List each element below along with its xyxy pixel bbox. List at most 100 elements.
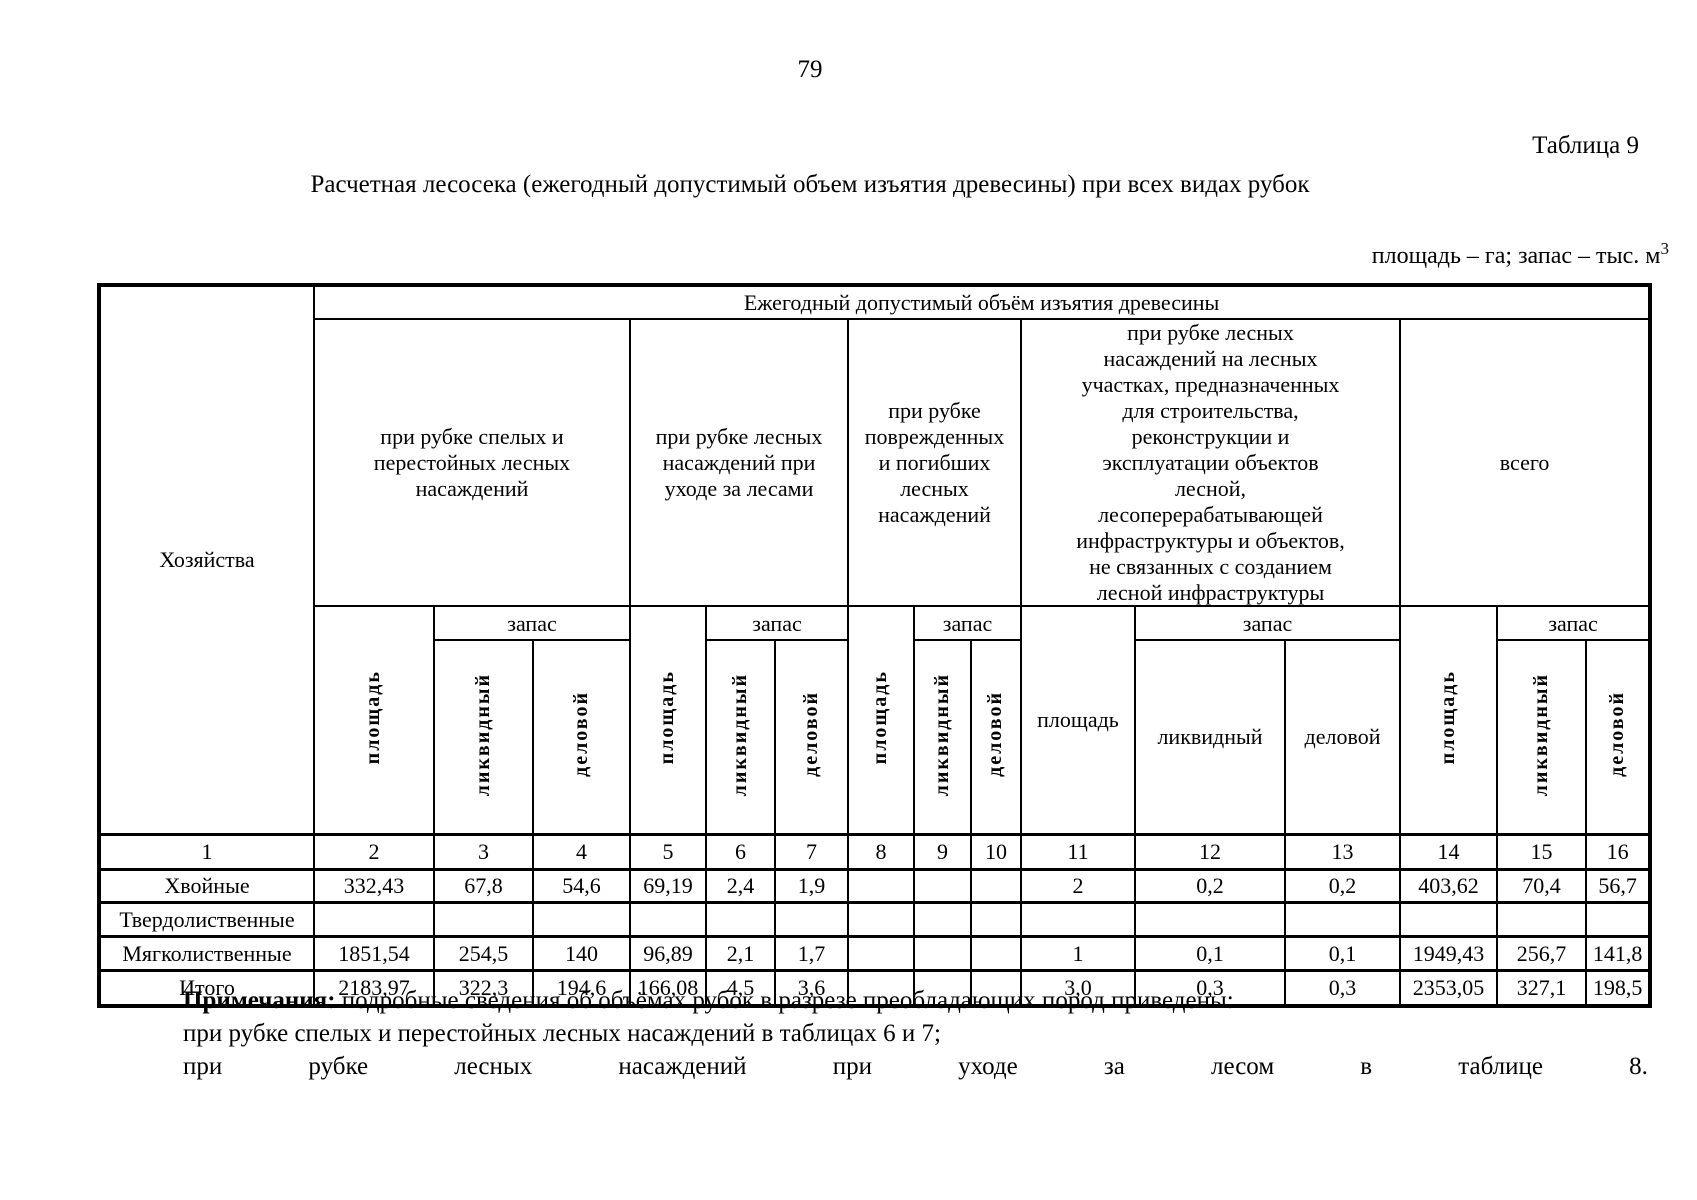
- units-note-text: площадь – га; запас – тыс. м: [1371, 243, 1661, 269]
- col-number: 9: [913, 832, 972, 871]
- cell: 69,19: [629, 867, 707, 904]
- row-name: Хвойные: [98, 867, 315, 904]
- col-number: 4: [532, 832, 631, 871]
- subheader-liquid-1: ликвидный: [433, 639, 534, 836]
- subheader-stock-2: запас: [705, 605, 849, 642]
- col-number: 2: [313, 832, 435, 871]
- cell: [970, 900, 1022, 938]
- cell: [313, 900, 435, 938]
- top-header: Ежегодный допустимый объём изъятия древе…: [312, 284, 1652, 320]
- cell: [774, 900, 849, 938]
- cell: 0,3: [1134, 968, 1286, 1008]
- table-row-conifers: Хвойные 332,43 67,8 54,6 69,19 2,4 1,9 2…: [98, 867, 1652, 904]
- units-note-superscript: 3: [1660, 239, 1670, 258]
- cell: [970, 867, 1022, 904]
- notes-word: за: [1103, 1053, 1125, 1080]
- notes-line-1-text: подробные сведения об объёмах рубок в ра…: [335, 987, 1234, 1014]
- col-number: 16: [1584, 832, 1652, 871]
- cell: [433, 900, 534, 938]
- subheader-stock-1: запас: [433, 605, 631, 642]
- cell: 140: [532, 934, 631, 972]
- notes-word: лесом: [1211, 1053, 1275, 1080]
- col-number: 12: [1134, 832, 1286, 871]
- cell: [847, 968, 915, 1008]
- subheader-business-5: деловой: [1584, 639, 1652, 836]
- cell: 1,9: [774, 867, 849, 904]
- col-number: 11: [1020, 832, 1136, 871]
- cell: [705, 900, 776, 938]
- cell: [1584, 900, 1652, 938]
- cell: [847, 934, 915, 972]
- subheader-business-1: деловой: [532, 639, 631, 836]
- cell: 4,5: [705, 968, 776, 1008]
- cell: 327,1: [1496, 968, 1587, 1008]
- cell: 2,1: [705, 934, 776, 972]
- col-number: 6: [705, 832, 776, 871]
- subheader-liquid-5: ликвидный: [1496, 639, 1587, 836]
- group-header-infrastructure-felling: при рубке лесных насаждений на лесных уч…: [1020, 317, 1401, 608]
- table-row-total: Итого 2183,97 322,3 194,6 166,08 4,5 3,6…: [98, 968, 1652, 1008]
- notes-word: насаждений: [618, 1053, 747, 1080]
- row-name: Итого: [98, 968, 315, 1008]
- subheader-liquid-2: ликвидный: [705, 639, 776, 836]
- cell: 70,4: [1496, 867, 1587, 904]
- cell: 0,2: [1284, 867, 1401, 904]
- col-number: 14: [1399, 832, 1498, 871]
- cell: 198,5: [1584, 968, 1652, 1008]
- notes-word: при: [183, 1053, 223, 1080]
- group-header-total: всего: [1398, 317, 1652, 608]
- cell: 256,7: [1496, 934, 1587, 972]
- cell: 2: [1020, 867, 1136, 904]
- cell: 2,4: [705, 867, 776, 904]
- col-number: 3: [433, 832, 534, 871]
- subheader-area-3: площадь: [847, 605, 915, 836]
- page-number: 79: [797, 56, 823, 83]
- group-header-damaged-felling: при рубке поврежденных и погибших лесных…: [847, 317, 1022, 608]
- col-number: 10: [970, 832, 1022, 871]
- cell: 0,3: [1284, 968, 1401, 1008]
- subheader-business-2: деловой: [774, 639, 849, 836]
- cell: 0,1: [1134, 934, 1286, 972]
- group-header-mature-felling: при рубке спелых и перестойных лесных на…: [313, 317, 631, 608]
- subheader-area-1: площадь: [313, 605, 435, 836]
- cell: 1851,54: [313, 934, 435, 972]
- subheader-area-2: площадь: [629, 605, 707, 836]
- col-number: 7: [774, 832, 849, 871]
- cell: [913, 968, 972, 1008]
- notes-label: Примечания:: [183, 987, 336, 1014]
- subheader-liquid-3: ликвидный: [913, 639, 972, 836]
- table-row-hardwood: Твердолиственные: [98, 900, 1652, 938]
- units-note: площадь – га; запас – тыс. м3: [1372, 239, 1669, 270]
- table-caption-number: Таблица 9: [1532, 132, 1639, 159]
- group-header-tending-felling: при рубке лесных насаждений при уходе за…: [629, 317, 849, 608]
- notes-word: таблице: [1458, 1053, 1544, 1080]
- col-header-households: Хозяйства: [98, 283, 315, 836]
- cell: 2183,97: [313, 968, 435, 1008]
- col-number: 15: [1496, 832, 1587, 871]
- col-number: 8: [847, 832, 915, 871]
- table-row-softwood: Мягколиственные 1851,54 254,5 140 96,89 …: [98, 934, 1652, 972]
- cell: [1134, 900, 1286, 938]
- cell: 1: [1020, 934, 1136, 972]
- cell: 2353,05: [1399, 968, 1498, 1008]
- notes-word: рубке: [308, 1053, 369, 1080]
- cell: 403,62: [1399, 867, 1498, 904]
- cell: 3,6: [774, 968, 849, 1008]
- cell: 141,8: [1584, 934, 1652, 972]
- notes-line-3: при рубке лесных насаждений при уходе за…: [183, 1050, 1648, 1083]
- cell: [1496, 900, 1587, 938]
- cell: [1020, 900, 1136, 938]
- table-title: Расчетная лесосека (ежегодный допустимый…: [310, 171, 1310, 198]
- cell: 194,6: [532, 968, 631, 1008]
- cell: [970, 934, 1022, 972]
- notes-line-2: при рубке спелых и перестойных лесных на…: [183, 1020, 941, 1047]
- cell: [847, 900, 915, 938]
- subheader-stock-5: запас: [1495, 605, 1652, 642]
- cell: [970, 968, 1022, 1008]
- subheader-business-4: деловой: [1284, 639, 1401, 836]
- cell: 96,89: [629, 934, 707, 972]
- cell: [532, 900, 631, 938]
- cell: 332,43: [313, 867, 435, 904]
- notes-word: 8.: [1629, 1053, 1648, 1080]
